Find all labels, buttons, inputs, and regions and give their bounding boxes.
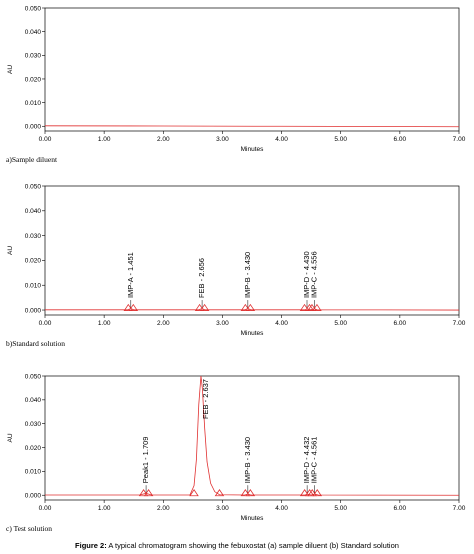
x-tick-label: 4.00 — [275, 136, 288, 143]
y-tick-label: 0.000 — [25, 307, 42, 314]
y-tick-label: 0.030 — [25, 53, 42, 60]
x-tick-label: 1.00 — [98, 505, 111, 512]
y-tick-label: 0.030 — [25, 233, 42, 240]
peak-label: Peak1 - 1.709 — [141, 437, 150, 484]
peak-label: IMP-B - 3.430 — [243, 437, 252, 483]
x-tick-label: 2.00 — [157, 505, 170, 512]
peak-label: IMP-D - 4.432 — [302, 437, 311, 484]
panel-a-caption: a)Sample diluent — [6, 155, 58, 164]
peak-marker — [312, 303, 322, 311]
y-tick-label: 0.050 — [25, 183, 42, 190]
y-tick-label: 0.010 — [25, 283, 42, 290]
x-tick-label: 6.00 — [394, 320, 407, 327]
x-tick-label: 2.00 — [157, 136, 170, 143]
baseline-marker — [189, 489, 199, 497]
y-tick-label: 0.050 — [25, 373, 42, 380]
peak-marker — [299, 303, 310, 311]
peak-marker — [307, 489, 317, 497]
panel-b-caption: b)Standard solution — [6, 339, 65, 348]
x-tick-label: 0.00 — [39, 505, 52, 512]
x-tick-label: 6.00 — [394, 505, 407, 512]
peak-marker — [128, 303, 139, 311]
y-axis-label: AU — [7, 433, 14, 442]
x-tick-label: 0.00 — [39, 320, 52, 327]
y-tick-label: 0.000 — [25, 493, 42, 500]
x-tick-label: 3.00 — [216, 505, 229, 512]
peak-marker — [138, 489, 149, 497]
chart-panel-0: 0.000 0.010 0.020 0.030 0.040 0.050 0.00 1.00 2.… — [7, 5, 466, 153]
y-axis-label: AU — [7, 65, 14, 74]
x-tick-label: 5.00 — [334, 136, 347, 143]
y-tick-label: 0.040 — [25, 29, 42, 36]
y-tick-label: 0.040 — [25, 397, 42, 404]
panel-c-caption: c) Test solution — [6, 524, 52, 533]
x-tick-label: 1.00 — [98, 136, 111, 143]
trace-line-0 — [45, 375, 460, 496]
y-axis-label: AU — [7, 246, 14, 255]
x-tick-label: 3.00 — [216, 136, 229, 143]
x-axis-label: Minutes — [241, 330, 265, 337]
x-axis-label: Minutes — [241, 515, 265, 522]
x-tick-label: 7.00 — [453, 136, 466, 143]
x-tick-label: 7.00 — [453, 505, 466, 512]
y-tick-label: 0.040 — [25, 208, 42, 215]
y-tick-label: 0.030 — [25, 421, 42, 428]
figure-caption: Figure 2: A typical chromatogram showing… — [0, 541, 474, 550]
chart-panel-1: 0.000 0.010 0.020 0.030 0.040 0.050 0.00 1.00 2.… — [7, 183, 466, 337]
peak-marker — [240, 489, 251, 497]
figure-caption-text: A typical chromatogram showing the febux… — [106, 541, 399, 550]
plot-frame — [44, 375, 460, 501]
x-tick-label: 3.00 — [216, 320, 229, 327]
x-tick-label: 4.00 — [275, 320, 288, 327]
peak-label: FEB - 2.656 — [197, 258, 206, 298]
peak-label: FEB - 2.637 — [201, 379, 210, 419]
peak-marker — [245, 303, 256, 311]
peak-marker — [312, 489, 322, 497]
peak-marker — [123, 303, 134, 311]
x-tick-label: 0.00 — [39, 136, 52, 143]
peak-marker — [307, 303, 317, 311]
x-tick-label: 6.00 — [394, 136, 407, 143]
y-tick-label: 0.010 — [25, 100, 42, 107]
peak-marker — [143, 489, 154, 497]
x-tick-label: 4.00 — [275, 505, 288, 512]
trace-line-0 — [44, 125, 460, 128]
x-tick-label: 1.00 — [98, 320, 111, 327]
plot-frame — [44, 185, 460, 316]
peak-label: IMP-A - 1.451 — [126, 252, 135, 298]
y-tick-label: 0.010 — [25, 469, 42, 476]
chart-panel-2: 0.000 0.010 0.020 0.030 0.040 0.050 0.00 1.00 2.… — [7, 373, 466, 522]
y-tick-label: 0.020 — [25, 76, 42, 83]
peak-label: IMP-B - 3.430 — [243, 252, 252, 298]
peak-marker — [245, 489, 256, 497]
y-tick-label: 0.020 — [25, 258, 42, 265]
x-tick-label: 7.00 — [453, 320, 466, 327]
peak-marker — [299, 489, 310, 497]
figure-caption-prefix: Figure 2: — [75, 541, 107, 550]
baseline-marker — [214, 489, 225, 497]
plot-frame — [44, 7, 460, 132]
peak-marker — [240, 303, 251, 311]
x-tick-label: 5.00 — [334, 320, 347, 327]
peak-label: IMP-C - 4.561 — [310, 437, 319, 484]
y-tick-label: 0.050 — [25, 5, 42, 12]
trace-line-0 — [45, 308, 460, 311]
y-tick-label: 0.000 — [25, 124, 42, 131]
peak-marker — [199, 303, 210, 311]
x-axis-label: Minutes — [241, 146, 265, 153]
peak-label: IMP-C - 4.556 — [309, 251, 318, 298]
peak-label: IMP-D - 4.430 — [302, 251, 311, 298]
x-tick-label: 2.00 — [157, 320, 170, 327]
peak-marker — [194, 303, 205, 311]
y-tick-label: 0.020 — [25, 445, 42, 452]
x-tick-label: 5.00 — [334, 505, 347, 512]
